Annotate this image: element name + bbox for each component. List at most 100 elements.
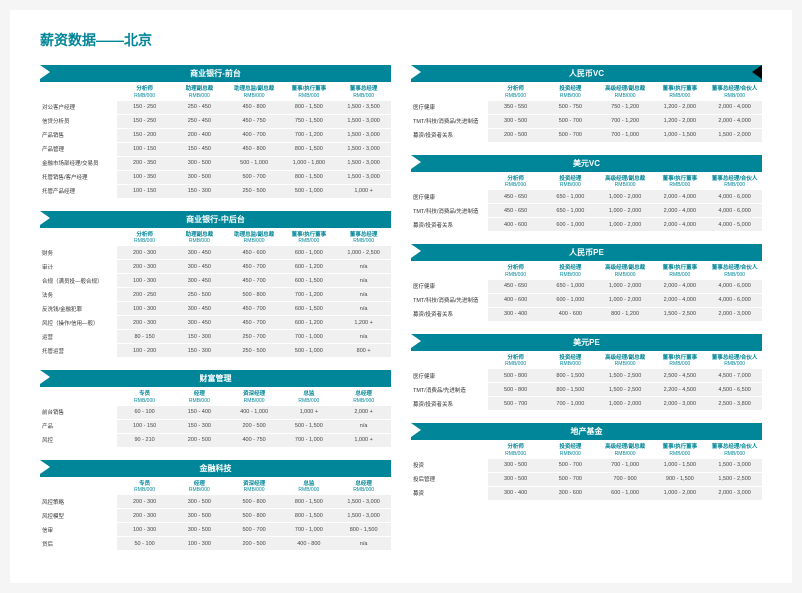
section: 美元PE分析师RMB/000投资经理RMB/000高级经理/副总裁RMB/000… bbox=[411, 334, 762, 412]
section-header: 金融科技 bbox=[40, 460, 391, 477]
salary-cell: 200 - 300 bbox=[117, 260, 172, 274]
row-label: 贷后 bbox=[40, 537, 117, 551]
salary-cell: 250 - 450 bbox=[172, 101, 227, 115]
column-header: 分析师RMB/000 bbox=[117, 84, 172, 101]
salary-cell: 800 - 1,500 bbox=[281, 495, 336, 509]
column-header: 董事/执行董事RMB/000 bbox=[652, 84, 707, 101]
row-label: 托管运营 bbox=[40, 344, 117, 358]
right-column: 人民币VC分析师RMB/000投资经理RMB/000高级经理/副总裁RMB/00… bbox=[411, 65, 762, 563]
salary-cell: 800 - 1,200 bbox=[598, 307, 653, 321]
salary-cell: 500 - 700 bbox=[227, 170, 282, 184]
column-header: 分析师RMB/000 bbox=[488, 353, 543, 370]
salary-cell: n/a bbox=[336, 302, 391, 316]
left-column: 商业银行-前台分析师RMB/000助理副总裁RMB/000助理总监/副总裁RMB… bbox=[40, 65, 391, 563]
salary-cell: 600 - 1,500 bbox=[281, 302, 336, 316]
salary-cell: 500 - 700 bbox=[543, 472, 598, 486]
table-row: 法务200 - 250250 - 500500 - 800700 - 1,200… bbox=[40, 288, 391, 302]
salary-cell: 250 - 500 bbox=[227, 184, 282, 198]
section: 美元VC分析师RMB/000投资经理RMB/000高级经理/副总裁RMB/000… bbox=[411, 155, 762, 233]
salary-cell: 200 - 300 bbox=[117, 316, 172, 330]
salary-cell: 1,500 - 3,000 bbox=[336, 495, 391, 509]
row-label: 投后管理 bbox=[411, 472, 488, 486]
salary-cell: 100 - 300 bbox=[117, 274, 172, 288]
salary-cell: 300 - 400 bbox=[488, 486, 543, 500]
salary-cell: 200 - 500 bbox=[172, 433, 227, 447]
salary-cell: n/a bbox=[336, 260, 391, 274]
triangle-decor-icon bbox=[752, 65, 762, 79]
salary-cell: 400 - 800 bbox=[281, 537, 336, 551]
section-header: 人民币PE bbox=[411, 244, 762, 261]
salary-cell: 2,500 - 3,800 bbox=[707, 397, 762, 411]
row-label: 合规（满员投—般合规） bbox=[40, 274, 117, 288]
salary-cell: 400 - 600 bbox=[488, 218, 543, 232]
table-row: 财务200 - 300300 - 450450 - 600600 - 1,000… bbox=[40, 246, 391, 260]
page-title: 薪资数据——北京 bbox=[40, 30, 762, 50]
salary-cell: 650 - 1,000 bbox=[543, 280, 598, 294]
salary-cell: 80 - 150 bbox=[117, 330, 172, 344]
salary-cell: 450 - 800 bbox=[227, 101, 282, 115]
salary-cell: 1,500 - 2,000 bbox=[707, 128, 762, 142]
salary-cell: 150 - 200 bbox=[117, 128, 172, 142]
column-header: 董事/执行董事RMB/000 bbox=[652, 353, 707, 370]
salary-cell: 4,000 - 6,000 bbox=[707, 190, 762, 204]
salary-cell: n/a bbox=[336, 419, 391, 433]
salary-cell: 300 - 450 bbox=[172, 302, 227, 316]
table-row: TMT/科技/消费品/先进制造400 - 600600 - 1,0001,000… bbox=[411, 293, 762, 307]
salary-cell: 2,000 - 3,000 bbox=[707, 307, 762, 321]
column-header: 投资经理RMB/000 bbox=[543, 174, 598, 191]
salary-cell: 700 - 1,000 bbox=[598, 128, 653, 142]
row-label: 金融市场部经理/交易员 bbox=[40, 156, 117, 170]
salary-cell: 4,500 - 6,500 bbox=[707, 383, 762, 397]
blank-header bbox=[40, 230, 117, 247]
salary-cell: n/a bbox=[336, 330, 391, 344]
salary-cell: 2,000 - 4,000 bbox=[707, 114, 762, 128]
salary-cell: 1,000 - 2,000 bbox=[598, 397, 653, 411]
salary-cell: 350 - 550 bbox=[488, 101, 543, 115]
salary-cell: 450 - 650 bbox=[488, 280, 543, 294]
salary-table: 分析师RMB/000助理副总裁RMB/000助理总监/副总裁RMB/000董事/… bbox=[40, 84, 391, 199]
salary-cell: 300 - 500 bbox=[488, 114, 543, 128]
salary-cell: 600 - 1,500 bbox=[281, 274, 336, 288]
row-label: 产品 bbox=[40, 419, 117, 433]
salary-cell: 700 - 1,000 bbox=[543, 397, 598, 411]
row-label: 募资/投资者关系 bbox=[411, 128, 488, 142]
salary-cell: 100 - 150 bbox=[117, 142, 172, 156]
salary-cell: 2,000 - 3,000 bbox=[652, 397, 707, 411]
salary-cell: 1,000 + bbox=[281, 406, 336, 420]
table-row: 产品管理100 - 150150 - 450450 - 800800 - 1,5… bbox=[40, 142, 391, 156]
table-row: 托管运营100 - 200150 - 300250 - 500500 - 1,0… bbox=[40, 344, 391, 358]
salary-cell: 200 - 300 bbox=[117, 509, 172, 523]
salary-cell: 1,500 - 2,500 bbox=[652, 307, 707, 321]
salary-table: 分析师RMB/000投资经理RMB/000高级经理/副总裁RMB/000董事/执… bbox=[411, 263, 762, 322]
salary-cell: 4,000 - 6,000 bbox=[707, 293, 762, 307]
row-label: 法务 bbox=[40, 288, 117, 302]
salary-cell: 500 - 800 bbox=[488, 369, 543, 383]
salary-cell: 450 - 650 bbox=[488, 190, 543, 204]
salary-cell: 1,200 + bbox=[336, 316, 391, 330]
column-header: 投资经理RMB/000 bbox=[543, 442, 598, 459]
salary-table: 分析师RMB/000投资经理RMB/000高级经理/副总裁RMB/000董事/执… bbox=[411, 353, 762, 412]
column-header: 总监RMB/000 bbox=[281, 389, 336, 406]
salary-cell: 2,000 - 4,000 bbox=[652, 204, 707, 218]
blank-header bbox=[411, 442, 488, 459]
salary-cell: 750 - 1,500 bbox=[281, 114, 336, 128]
salary-cell: 2,200 - 4,500 bbox=[652, 383, 707, 397]
blank-header bbox=[411, 84, 488, 101]
column-header: 资深经理RMB/000 bbox=[227, 389, 282, 406]
salary-cell: 2,000 - 4,000 bbox=[652, 280, 707, 294]
salary-cell: 2,000 - 3,000 bbox=[707, 486, 762, 500]
salary-cell: 200 - 300 bbox=[117, 246, 172, 260]
salary-table: 分析师RMB/000投资经理RMB/000高级经理/副总裁RMB/000董事/执… bbox=[411, 174, 762, 233]
column-header: 董事总经理/合伙人RMB/000 bbox=[707, 263, 762, 280]
salary-cell: 300 - 500 bbox=[172, 523, 227, 537]
table-row: 审计200 - 300300 - 450450 - 700600 - 1,200… bbox=[40, 260, 391, 274]
salary-cell: 1,500 - 3,000 bbox=[707, 459, 762, 473]
salary-cell: 1,500 - 2,500 bbox=[598, 383, 653, 397]
salary-cell: 300 - 450 bbox=[172, 260, 227, 274]
salary-cell: 250 - 700 bbox=[227, 330, 282, 344]
column-header: 高级经理/副总裁RMB/000 bbox=[598, 353, 653, 370]
column-header: 助理总监/副总裁RMB/000 bbox=[227, 84, 282, 101]
salary-cell: 500 - 800 bbox=[227, 509, 282, 523]
salary-cell: 2,000 - 4,000 bbox=[652, 293, 707, 307]
section: 财富管理专员RMB/000经理RMB/000资深经理RMB/000总监RMB/0… bbox=[40, 370, 391, 448]
